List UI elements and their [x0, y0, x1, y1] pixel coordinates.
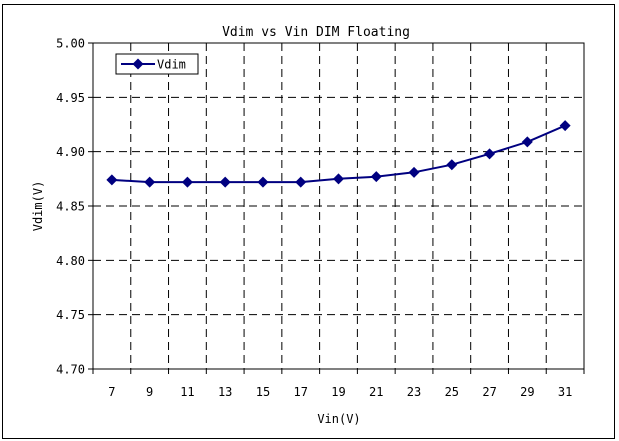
data-point: [219, 176, 231, 188]
legend-marker: [132, 58, 144, 70]
x-tick-label: 19: [331, 385, 345, 399]
data-point: [144, 176, 156, 188]
x-axis-label: Vin(V): [317, 412, 360, 426]
y-tick-label: 4.80: [56, 254, 85, 268]
data-point: [295, 176, 307, 188]
data-point: [521, 136, 533, 148]
data-point: [257, 176, 269, 188]
data-point: [484, 148, 496, 160]
data-point: [446, 159, 458, 171]
x-tick-label: 15: [256, 385, 270, 399]
y-tick-label: 4.85: [56, 200, 85, 214]
x-tick-label: 13: [218, 385, 232, 399]
x-tick-label: 21: [369, 385, 383, 399]
series-vdim: [106, 120, 571, 188]
x-tick-label: 29: [520, 385, 534, 399]
x-tick-label: 23: [407, 385, 421, 399]
grid-lines: [93, 43, 584, 369]
data-point: [408, 166, 420, 178]
x-tick-label: 9: [146, 385, 153, 399]
x-tick-label: 25: [445, 385, 459, 399]
data-point: [106, 174, 118, 186]
x-tick-label: 11: [180, 385, 194, 399]
axes: 4.70 4.75 4.80 4.85 4.90 4.95 5.00 7 9 11 13 15 17 19…: [56, 37, 585, 399]
x-tick-label: 7: [108, 385, 115, 399]
chart-title: Vdim vs Vin DIM Floating: [222, 25, 410, 40]
x-tick-label: 27: [482, 385, 496, 399]
data-point: [559, 120, 571, 132]
data-point: [370, 171, 382, 183]
x-tick-label: 17: [294, 385, 308, 399]
data-point: [181, 176, 193, 188]
legend-box: [115, 53, 199, 75]
x-tick-label: 31: [558, 385, 572, 399]
data-point: [333, 173, 344, 185]
y-axis-label: Vdim(V): [31, 181, 45, 232]
y-tick-label: 4.95: [56, 91, 85, 105]
y-tick-label: 4.75: [56, 308, 85, 322]
legend: Vdim: [115, 53, 199, 75]
y-tick-label: 4.90: [56, 145, 85, 159]
y-tick-label: 5.00: [56, 37, 85, 51]
y-tick-label: 4.70: [56, 363, 85, 377]
legend-label: Vdim: [157, 58, 186, 72]
